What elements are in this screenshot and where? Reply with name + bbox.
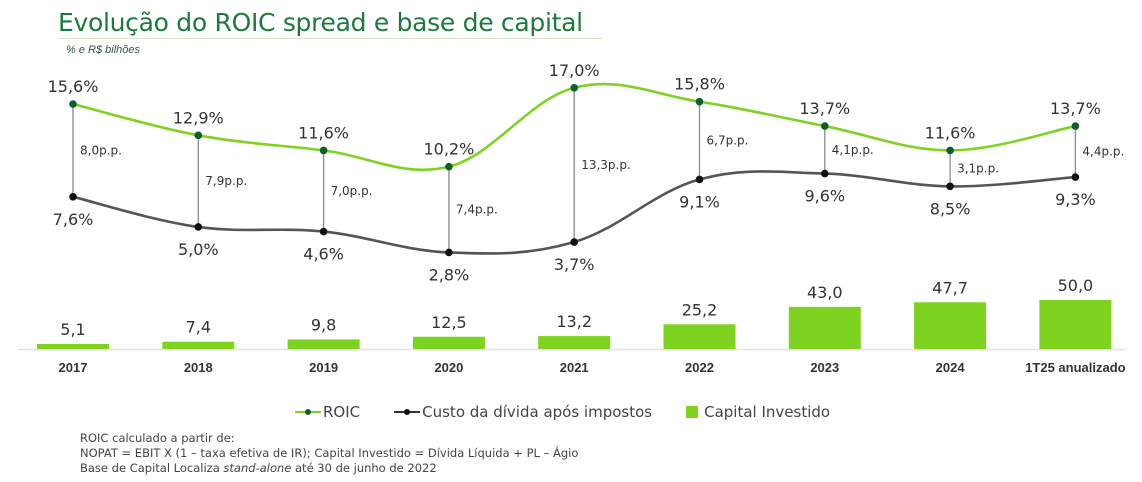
bar-label: 50,0 xyxy=(1058,276,1094,295)
bar-label: 43,0 xyxy=(807,283,843,302)
roic-point xyxy=(319,146,328,155)
bar-swatch-icon xyxy=(686,406,699,418)
legend-item-cost-of-debt: Custo da dívida após impostos xyxy=(394,403,652,421)
spread-label: 7,0p.p. xyxy=(331,184,373,198)
legend-label-roic: ROIC xyxy=(323,403,361,421)
cost-point xyxy=(946,182,954,191)
roic-point xyxy=(194,131,203,140)
roic-point xyxy=(570,83,578,92)
cost-point xyxy=(821,169,829,178)
legend-label-cost-of-debt: Custo da dívida após impostos xyxy=(422,403,653,421)
bar-label: 47,7 xyxy=(932,278,968,297)
roic-value-label: 11,6% xyxy=(925,123,976,142)
bar-capital-2018 xyxy=(162,341,235,349)
roic-point xyxy=(946,146,954,155)
cost-value-label: 9,3% xyxy=(1055,190,1096,209)
cost-value-label: 4,6% xyxy=(303,245,344,264)
roic-point xyxy=(445,162,453,171)
x-tick-label: 2018 xyxy=(184,360,213,375)
legend-label-invested-capital: Capital Investido xyxy=(704,403,831,421)
bar-label: 12,5 xyxy=(431,313,467,332)
roic-value-label: 17,0% xyxy=(549,61,600,80)
bar-capital-2022 xyxy=(663,324,736,349)
footnote-line-2: NOPAT = EBIT X (1 – taxa efetiva de IR);… xyxy=(80,446,579,460)
chart-subtitle: % e R$ bilhões xyxy=(66,44,140,56)
bar-capital-2017 xyxy=(37,344,109,349)
x-tick-label: 2017 xyxy=(59,360,88,375)
roic-value-label: 15,8% xyxy=(674,75,725,94)
x-tick-label: 2022 xyxy=(685,360,714,375)
cost-point xyxy=(695,175,704,184)
roic-value-label: 11,6% xyxy=(298,123,349,142)
spread-label: 3,1p.p. xyxy=(957,161,999,175)
bar-label: 25,2 xyxy=(682,300,718,319)
x-tick-label: 2020 xyxy=(434,360,463,375)
cost-point xyxy=(570,238,578,246)
x-tick-label: 1T25 anualizado xyxy=(1025,360,1125,375)
cost-value-label: 7,6% xyxy=(53,210,94,229)
spread-label: 4,4p.p. xyxy=(1082,145,1124,159)
cost-value-label: 9,6% xyxy=(804,187,845,206)
cost-point xyxy=(445,248,453,257)
roic-value-label: 12,9% xyxy=(173,108,224,127)
cost-value-label: 2,8% xyxy=(429,265,470,284)
title-underline xyxy=(58,38,603,39)
roic-point xyxy=(69,100,77,108)
bar-label: 7,4 xyxy=(186,318,211,337)
roic-value-label: 15,6% xyxy=(48,77,99,96)
legend: ROIC Custo da dívida após impostos Capit… xyxy=(295,403,864,421)
cost-point xyxy=(194,223,203,231)
cost-value-label: 9,1% xyxy=(679,192,720,211)
bar-capital-2021 xyxy=(538,336,611,349)
x-tick-label: 2019 xyxy=(309,360,338,375)
cost-point xyxy=(69,193,77,201)
x-tick-label: 2023 xyxy=(810,360,839,375)
roic-value-label: 10,2% xyxy=(423,140,474,159)
bar-label: 9,8 xyxy=(311,315,336,334)
bar-capital-2019 xyxy=(287,339,360,349)
bar-capital-2023 xyxy=(788,306,861,349)
spread-label: 13,3p.p. xyxy=(581,158,631,172)
chart-title: Evolução do ROIC spread e base de capita… xyxy=(58,8,583,37)
roic-line-swatch-icon xyxy=(295,409,321,415)
bar-label: 5,1 xyxy=(60,320,85,339)
footnotes: ROIC calculado a partir de: NOPAT = EBIT… xyxy=(80,431,578,476)
cost-point xyxy=(319,227,328,236)
spread-label: 7,4p.p. xyxy=(456,203,498,217)
footnote-line-3: Base de Capital Localiza stand-alone até… xyxy=(80,461,437,475)
spread-label: 8,0p.p. xyxy=(80,143,122,157)
cost-value-label: 3,7% xyxy=(554,255,595,274)
spread-label: 4,1p.p. xyxy=(832,143,874,157)
x-tick-label: 2024 xyxy=(936,360,966,375)
cost-value-label: 8,5% xyxy=(930,199,971,218)
x-tick-label: 2021 xyxy=(560,360,589,375)
spread-label: 7,9p.p. xyxy=(205,174,247,188)
bar-capital-2024 xyxy=(914,302,987,349)
bar-label: 13,2 xyxy=(556,312,592,331)
legend-item-roic: ROIC xyxy=(295,403,360,421)
cost-point xyxy=(1071,173,1080,181)
legend-item-invested-capital: Capital Investido xyxy=(686,403,830,421)
bar-capital-2020 xyxy=(412,336,485,349)
roic-point xyxy=(695,97,704,106)
cost-line-swatch-icon xyxy=(394,409,421,415)
bar-capital-1T25 anualizado xyxy=(1039,300,1112,349)
spread-label: 6,7p.p. xyxy=(707,134,749,148)
roic-value-label: 13,7% xyxy=(799,99,850,118)
roic-value-label: 13,7% xyxy=(1050,99,1101,118)
cost-value-label: 5,0% xyxy=(178,240,219,259)
roic-point xyxy=(821,122,829,130)
footnote-line-1: ROIC calculado a partir de: xyxy=(80,431,235,445)
roic-point xyxy=(1071,122,1080,130)
